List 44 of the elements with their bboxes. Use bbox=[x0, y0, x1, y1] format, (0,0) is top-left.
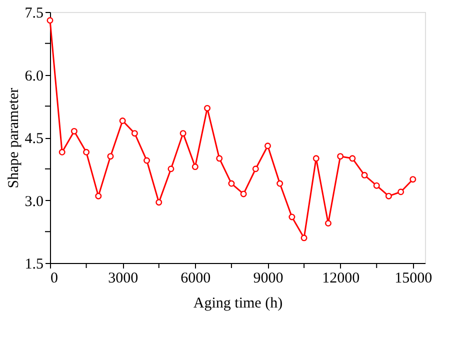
x-tick-label: 6000 bbox=[180, 270, 211, 286]
point bbox=[228, 180, 235, 187]
y-tick-label: 6.0 bbox=[24, 68, 44, 84]
point bbox=[46, 17, 54, 24]
point bbox=[373, 182, 380, 189]
point bbox=[361, 172, 368, 178]
y-tick-label: 3.0 bbox=[24, 194, 44, 210]
point bbox=[410, 176, 416, 183]
point bbox=[95, 192, 102, 200]
point bbox=[240, 190, 247, 198]
point bbox=[252, 166, 259, 172]
point bbox=[131, 130, 138, 137]
point bbox=[119, 118, 126, 124]
point bbox=[385, 192, 392, 200]
point bbox=[276, 180, 284, 187]
x-tick-label: 15000 bbox=[394, 270, 432, 286]
x-tick-label: 0 bbox=[50, 270, 58, 286]
point bbox=[288, 214, 296, 220]
point bbox=[144, 157, 150, 164]
y-tick-label: 4.5 bbox=[24, 131, 44, 147]
point bbox=[324, 220, 332, 226]
y-tick-label: 7.5 bbox=[24, 6, 44, 22]
point bbox=[180, 130, 186, 137]
point bbox=[156, 199, 162, 206]
x-tick-label: 12000 bbox=[322, 270, 360, 286]
point bbox=[312, 155, 320, 162]
point bbox=[204, 104, 211, 112]
point bbox=[83, 148, 90, 156]
point bbox=[337, 153, 344, 160]
point bbox=[70, 128, 78, 134]
point bbox=[300, 234, 308, 242]
y-axis-title: Shape parameter bbox=[6, 88, 22, 188]
point bbox=[264, 142, 271, 150]
point bbox=[168, 166, 174, 172]
point bbox=[107, 153, 114, 160]
point bbox=[58, 148, 66, 156]
point bbox=[398, 188, 404, 196]
point bbox=[216, 155, 223, 162]
point bbox=[192, 164, 198, 170]
x-tick-label: 9000 bbox=[253, 270, 284, 286]
y-tick-label: 1.5 bbox=[24, 256, 44, 272]
x-axis-title: Aging time (h) bbox=[193, 296, 283, 312]
point bbox=[349, 155, 356, 162]
x-tick-label: 3000 bbox=[108, 270, 138, 286]
